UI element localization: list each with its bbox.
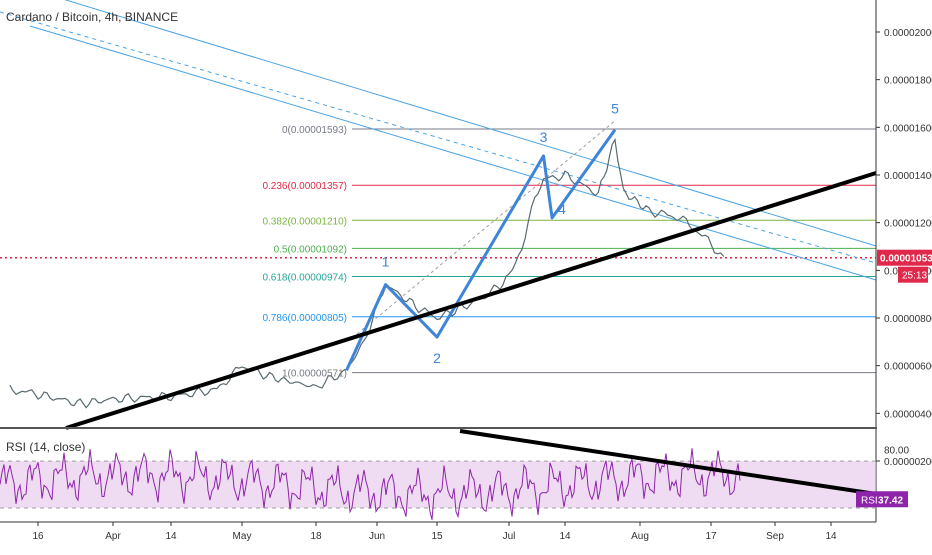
trendline-layer — [65, 171, 877, 430]
elliott-wave-path — [345, 128, 617, 372]
wave-label: 3 — [540, 129, 548, 145]
time-tick-label: 14 — [825, 531, 837, 542]
price-tick-label: 0.00000800 — [884, 314, 932, 325]
time-tick-label: May — [233, 531, 252, 542]
time-tick-label: Jun — [369, 531, 385, 542]
price-tick-label: 0.00001400 — [884, 171, 932, 182]
fib-label: 0(0.00001593) — [282, 125, 347, 136]
wave-label: 4 — [558, 201, 566, 217]
rsi-pane: 80.00 RSI 37.42 — [0, 429, 909, 520]
price-tick-label: 0.00001200 — [884, 219, 932, 230]
price-tick-label: 0.00000600 — [884, 362, 932, 373]
time-axis[interactable]: 16 Apr 14 May 18 Jun 15 Jul 14 Aug 17 Sep 14 — [32, 522, 837, 542]
time-tick-label: 15 — [431, 531, 443, 542]
price-tick-label: 0.00001600 — [884, 123, 932, 134]
rsi-band — [0, 461, 876, 508]
wave-label: 5 — [611, 101, 619, 117]
rsi-value-badge — [856, 491, 908, 508]
time-tick-label: Apr — [105, 531, 121, 542]
rsi-trendline[interactable] — [459, 429, 877, 496]
channel-lower-line — [29, 25, 877, 281]
price-series-line — [9, 137, 725, 409]
chart-title: Cardano / Bitcoin, 4h, BINANCE — [6, 10, 178, 24]
current-price-badge — [877, 249, 932, 266]
countdown-label: 25:13 — [902, 271, 927, 282]
price-tick-label: 0.00001800 — [884, 76, 932, 87]
rising-trendline[interactable] — [65, 171, 877, 430]
price-tick-label: 0.00002000 — [884, 28, 932, 39]
rsi-level-label: 80.00 — [884, 445, 909, 456]
fib-label: 0.618(0.00000974) — [262, 273, 347, 284]
waves-layer: 1 2 3 4 5 — [345, 101, 619, 372]
price-tick-label: 0.00000200 — [884, 457, 932, 468]
time-tick-label: Sep — [766, 531, 784, 542]
time-tick-label: 18 — [310, 531, 322, 542]
current-price-label: 0.00001053 — [880, 254, 932, 265]
fib-label: 0.236(0.00001357) — [262, 181, 347, 192]
price-tick-label: 0.00000400 — [884, 409, 932, 420]
rsi-line — [0, 448, 741, 520]
time-tick-label: Jul — [503, 531, 516, 542]
channel-upper-line — [64, 0, 877, 247]
fib-label: 1(0.00000571) — [282, 369, 347, 380]
price-axis[interactable]: 0.00002000 0.00001800 0.00001600 0.00001400… — [876, 0, 932, 522]
rsi-value-name: RSI — [861, 495, 878, 506]
rsi-title: RSI (14, close) — [6, 440, 85, 454]
time-tick-label: 14 — [165, 531, 177, 542]
candles-layer — [9, 137, 725, 409]
time-tick-label: Aug — [631, 531, 649, 542]
rsi-value-label: 37.42 — [878, 495, 903, 506]
time-tick-label: 14 — [559, 531, 571, 542]
countdown-badge — [898, 266, 928, 283]
fib-levels-layer: 0(0.00001593) 0.236(0.00001357) 0.382(0.00… — [0, 125, 876, 380]
fib-label: 0.5(0.00001092) — [274, 244, 347, 255]
wave-label: 1 — [382, 254, 390, 270]
time-tick-label: 17 — [705, 531, 717, 542]
wave-label: 2 — [433, 350, 441, 366]
fib-label: 0.382(0.00001210) — [262, 216, 347, 227]
time-tick-label: 16 — [32, 531, 44, 542]
fib-label: 0.786(0.00000805) — [262, 313, 347, 324]
